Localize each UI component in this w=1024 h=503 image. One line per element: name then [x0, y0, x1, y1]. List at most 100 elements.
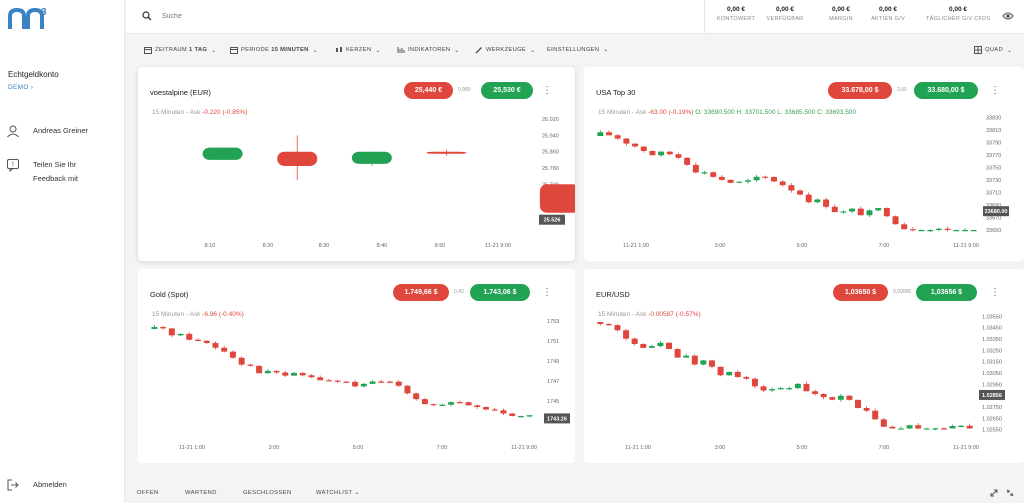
candle	[855, 399, 862, 409]
candle	[743, 376, 750, 379]
user-icon	[7, 125, 19, 138]
y-tick-label: 1749	[547, 359, 559, 365]
buy-button[interactable]: 33.680,00 $	[914, 82, 978, 99]
x-tick-label: 5:00	[353, 445, 364, 451]
indikatoren-dropdown[interactable]: INDIKATOREN ⌄	[397, 46, 460, 54]
candle	[872, 410, 879, 420]
n3-logo[interactable]: 3	[8, 6, 48, 32]
search-input[interactable]	[162, 9, 362, 23]
candle	[151, 326, 158, 329]
x-tick-label: 3:00	[269, 445, 280, 451]
spread-value: 0,40	[454, 289, 464, 295]
chart-panel[interactable]: Gold (Spot) 1.749,66 $ 0,40 1.743,06 $ ⋮ 15 M…	[138, 269, 575, 463]
candle	[923, 428, 930, 430]
kerzen-label: KERZEN	[346, 47, 372, 53]
price-chart[interactable]: 33830 33810 33790 33770 33750 33730 33710 33690…	[584, 67, 1024, 261]
chart-panel[interactable]: EUR/USD 1,03650 $ 0,00006 1,03656 $ ⋮ 15 Minu…	[584, 269, 1024, 463]
candle	[421, 399, 428, 405]
more-options-icon[interactable]: ⋮	[542, 287, 552, 298]
chart-panel[interactable]: USA Top 30 33.678,00 $ 2,00 33.680,00 $ ⋮ 15 …	[584, 67, 1024, 261]
sell-button[interactable]: 1.749,66 $	[393, 284, 449, 301]
x-tick-label: 3:00	[715, 445, 726, 451]
x-tick-label: 3:00	[715, 243, 726, 249]
change-value: -0.00587 (-0.57%)	[648, 311, 701, 318]
y-tick-label: 33790	[986, 140, 1001, 146]
tab-offen[interactable]: OFFEN	[137, 490, 159, 496]
chevron-down-icon: ⌄	[211, 47, 217, 54]
price-chart[interactable]: 26.02025.94025.86025.78025.70025.6208:10…	[138, 67, 575, 261]
interval-label: 15 Minuten - Ask	[152, 109, 203, 116]
candle	[760, 386, 767, 391]
more-options-icon[interactable]: ⋮	[990, 287, 1000, 298]
x-tick-label: 8:30	[319, 243, 330, 249]
tab-geschlossen[interactable]: GESCHLOSSEN	[243, 490, 292, 496]
sell-button[interactable]: 25,440 €	[404, 82, 453, 99]
user-name: Andreas Greiner	[33, 126, 89, 135]
price-chart[interactable]: 1.03550 1.03450 1.03350 1.03250 1.03150 1.030…	[584, 269, 1024, 463]
user-profile[interactable]: Andreas Greiner	[6, 124, 88, 138]
y-tick-label: 33650	[986, 228, 1001, 234]
x-tick-label: 7:00	[879, 445, 890, 451]
candle	[448, 402, 455, 405]
candle	[352, 381, 359, 387]
candle	[160, 326, 167, 329]
candle	[351, 151, 392, 164]
buy-button[interactable]: 25,530 €	[481, 82, 533, 99]
candle	[299, 372, 306, 376]
account-type-link[interactable]: DEMO ›	[8, 84, 34, 91]
kerzen-dropdown[interactable]: KERZEN ⌄	[335, 46, 381, 54]
eye-icon[interactable]	[1002, 11, 1014, 21]
tab-watchlist[interactable]: WATCHLIST ⌄	[316, 490, 360, 496]
einstellungen-label: EINSTELLUNGEN	[547, 46, 600, 53]
stat-value: 0,00 €	[831, 6, 851, 13]
y-tick-label: 33750	[986, 165, 1001, 171]
zeitraum-dropdown[interactable]: ZEITRAUM 1 TAG ⌄	[144, 46, 217, 54]
grid-icon	[974, 46, 982, 54]
collapse-icon[interactable]	[1006, 489, 1014, 497]
expand-icon[interactable]	[990, 489, 998, 497]
buy-button[interactable]: 1,03656 $	[916, 284, 977, 301]
candle	[901, 224, 908, 230]
stat-margin: 0,00 € MARGIN	[816, 6, 866, 22]
werkzeuge-dropdown[interactable]: WERKZEUGE ⌄	[475, 46, 535, 54]
chart-panel[interactable]: voestalpine (EUR) 25,440 € 0,980 25,530 € ⋮ 1…	[138, 67, 575, 261]
candle	[823, 199, 830, 207]
periode-dropdown[interactable]: PERIODE 15 MINUTEN ⌄	[230, 46, 318, 54]
einstellungen-dropdown[interactable]: EINSTELLUNGEN ⌄	[547, 46, 609, 54]
candle	[360, 383, 367, 387]
candle	[805, 194, 812, 203]
candle	[623, 330, 630, 339]
more-options-icon[interactable]: ⋮	[990, 85, 1000, 96]
feedback-link[interactable]: ! Teilen Sie Ihr Feedback mit	[6, 158, 116, 186]
chart-subtitle: 15 Minuten - Ask -6.96 (-0.40%)	[152, 311, 244, 318]
y-tick-label: 1.03450	[982, 326, 1002, 332]
ohlc-values: O: 33690.500 H: 33701.500 L: 33685.500 C…	[693, 109, 857, 116]
candle	[308, 375, 315, 378]
logout-button[interactable]: Abmelden	[6, 478, 67, 492]
sell-button[interactable]: 33.678,00 $	[828, 82, 892, 99]
interval-label: 15 Minuten - Ask	[152, 311, 203, 318]
candle	[597, 322, 604, 325]
candle	[334, 380, 341, 382]
candle	[786, 388, 793, 390]
candle	[666, 342, 673, 349]
x-tick-label: 11-21 9:00	[485, 243, 511, 249]
stat-value: 0,00 €	[878, 6, 898, 13]
candle	[666, 151, 673, 155]
search-icon[interactable]	[142, 11, 152, 21]
candle	[597, 132, 604, 137]
tab-wartend[interactable]: WARTEND	[185, 490, 217, 496]
price-chart[interactable]: 1753 1751 1749 1747 1745 11-21 1:00 3:00 5:00 7:…	[138, 269, 575, 463]
chart-subtitle: 15 Minuten - Ask -0.00587 (-0.57%)	[598, 311, 701, 318]
candle	[168, 328, 175, 336]
candle	[648, 346, 655, 348]
candle	[202, 147, 243, 160]
y-tick-label: 33830	[986, 115, 1001, 121]
layout-dropdown[interactable]: QUAD ⌄	[974, 46, 1012, 54]
sell-button[interactable]: 1,03650 $	[833, 284, 888, 301]
svg-text:!: !	[12, 162, 14, 169]
candle	[614, 325, 621, 331]
more-options-icon[interactable]: ⋮	[542, 85, 552, 96]
buy-button[interactable]: 1.743,06 $	[470, 284, 530, 301]
candle	[710, 172, 717, 177]
